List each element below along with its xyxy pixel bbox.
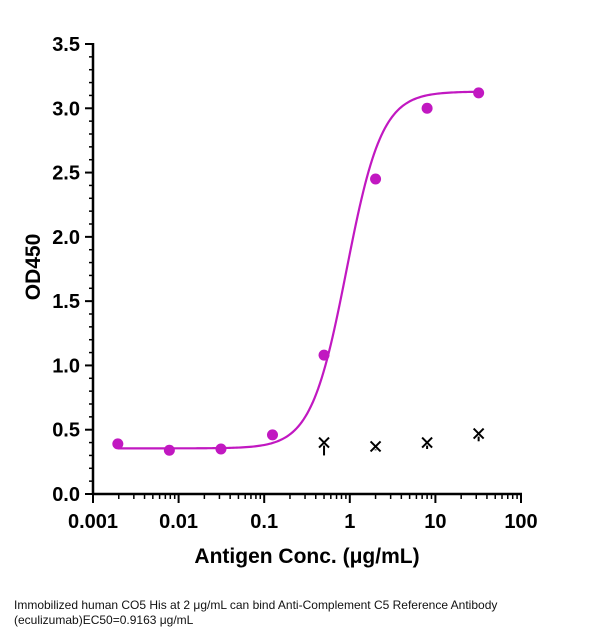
chart: 0.0 0.5 1.0 1.5 2.0 2.5 3.0 3.5 0.001 0.01 0.1 1 10…: [22, 34, 538, 568]
data-points: [112, 87, 485, 456]
y-tick-label: 2.0: [52, 227, 80, 249]
x-tick-label: 100: [504, 511, 537, 533]
y-tick-label: 0.0: [52, 484, 80, 506]
fit-curve: [117, 90, 479, 450]
cross-marker: [318, 436, 330, 456]
data-point: [112, 438, 124, 450]
data-point: [421, 102, 433, 114]
x-axis-title: Antigen Conc. (μg/mL): [194, 545, 419, 568]
data-point: [370, 173, 382, 185]
data-point: [163, 444, 175, 456]
y-axis-ticks: 0.0 0.5 1.0 1.5 2.0 2.5 3.0 3.5: [52, 34, 93, 506]
y-tick-label: 1.0: [52, 355, 80, 377]
y-tick-label: 3.0: [52, 98, 80, 120]
y-tick-label: 0.5: [52, 420, 80, 442]
y-tick-label: 3.5: [52, 34, 80, 56]
cross-stroke: [318, 436, 330, 449]
figure-caption: Immobilized human CO5 His at 2 μg/mL can…: [14, 598, 498, 627]
fit-curve-group: [117, 90, 479, 450]
cross-stroke: [472, 427, 485, 440]
x-tick-label: 1: [344, 511, 355, 533]
cross-stroke: [421, 436, 433, 449]
y-tick-label: 2.5: [52, 163, 80, 185]
y-tick-label: 1.5: [52, 291, 80, 313]
x-tick-label: 0.001: [68, 511, 118, 533]
data-point: [318, 349, 330, 361]
cross-marker: [369, 440, 382, 453]
data-point: [473, 87, 485, 99]
data-point: [215, 443, 227, 455]
cross-marker: [472, 427, 485, 442]
cross-marker: [421, 436, 433, 449]
x-tick-label: 0.01: [159, 511, 198, 533]
x-tick-label: 10: [424, 511, 446, 533]
x-axis-ticks: 0.001 0.01 0.1 1 10 100: [68, 494, 538, 533]
cross-stroke: [369, 440, 382, 453]
data-point: [266, 429, 278, 441]
axes: [91, 43, 522, 496]
y-axis-title: OD450: [22, 234, 45, 301]
x-tick-label: 0.1: [250, 511, 278, 533]
